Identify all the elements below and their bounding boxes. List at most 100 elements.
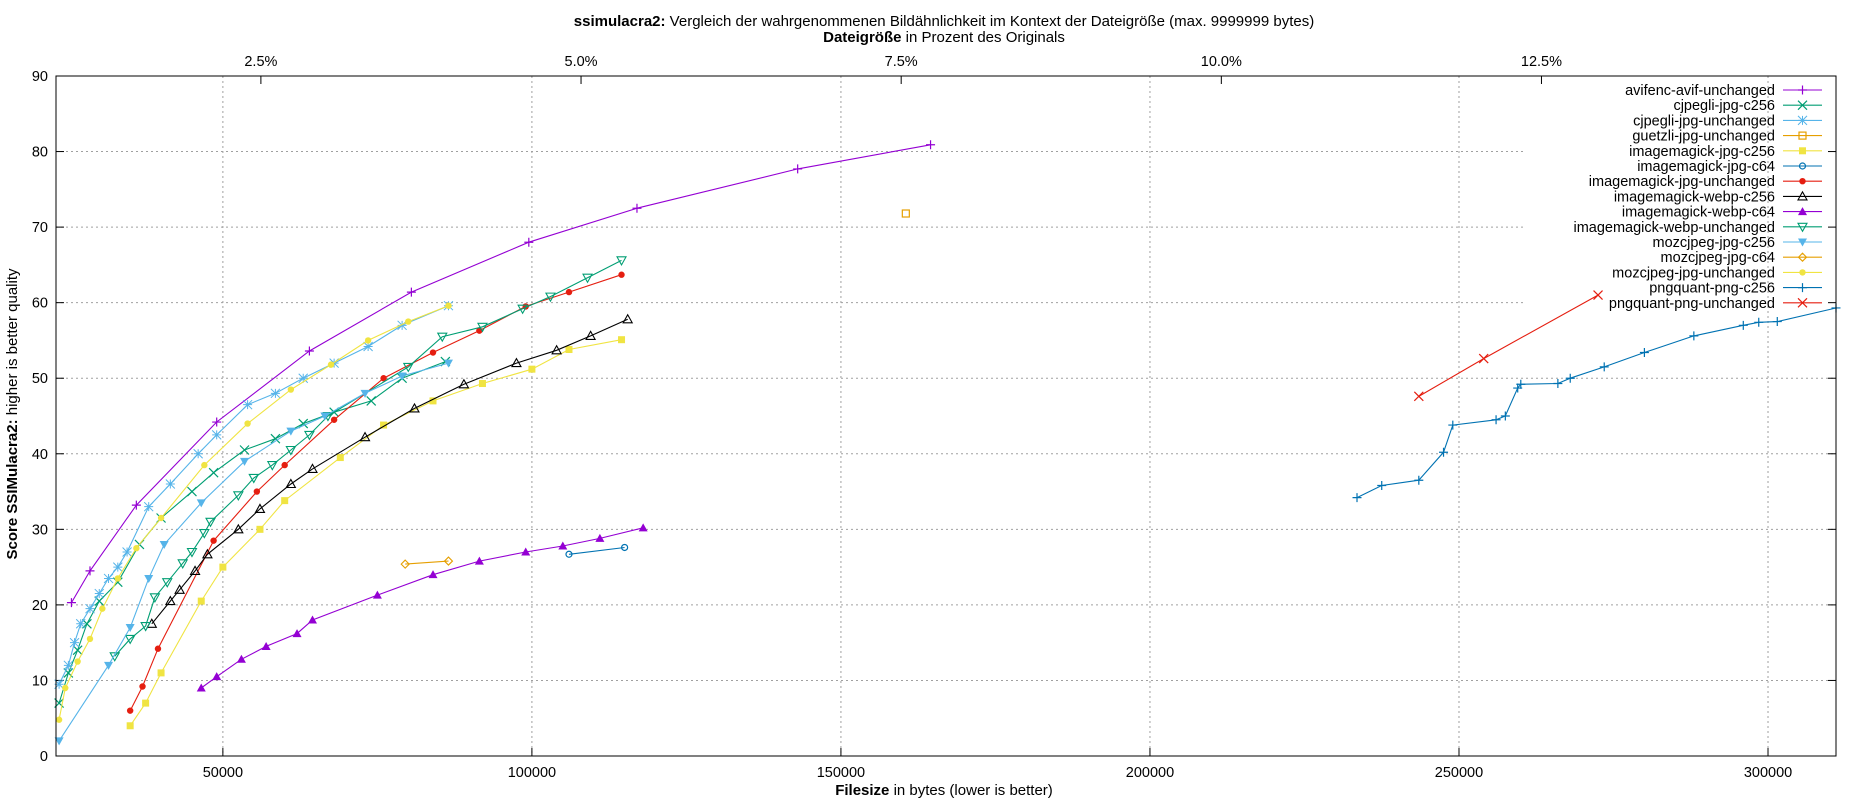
x2-axis-label: Dateigröße in Prozent des Originals [823, 29, 1065, 46]
point-imagemagick-webp-c256 [585, 330, 597, 340]
point-imagemagick-jpg-c256 [478, 380, 486, 388]
x-axis-label: Filesize in bytes (lower is better) [835, 782, 1053, 799]
legend-label-imagemagick-jpg-c256: imagemagick-jpg-c256 [1629, 144, 1775, 160]
point-mozcjpeg-jpg-c256 [196, 499, 206, 508]
point-imagemagick-webp-unchanged [232, 491, 244, 501]
point-imagemagick-webp-c256 [307, 463, 318, 473]
point-imagemagick-webp-c64 [521, 547, 531, 556]
series-imagemagick-jpg-unchanged [126, 271, 625, 714]
series-guetzli-jpg-unchanged [901, 209, 910, 218]
series-line-mozcjpeg-jpg-c64 [405, 560, 449, 565]
legend-entry-imagemagick-jpg-c64: imagemagick-jpg-c64 [1637, 159, 1822, 175]
point-mozcjpeg-jpg-unchanged [99, 605, 106, 612]
point-avifenc-avif-unchanged [793, 164, 803, 174]
x-tick-label: 200000 [1126, 765, 1174, 781]
point-avifenc-avif-unchanged [85, 566, 95, 576]
point-cjpegli-jpg-unchanged [94, 588, 105, 599]
chart-title: ssimulacra2: Vergleich der wahrgenommene… [574, 13, 1314, 30]
legend-marker-mozcjpeg-jpg-unchanged [1799, 269, 1806, 276]
point-pngquant-png-unchanged [1413, 391, 1424, 402]
point-imagemagick-webp-c256 [622, 313, 634, 324]
point-mozcjpeg-jpg-unchanged [201, 461, 208, 469]
point-imagemagick-webp-c64 [428, 570, 438, 579]
series-imagemagick-jpg-c256 [126, 336, 626, 730]
point-mozcjpeg-jpg-c256 [286, 427, 296, 436]
series-line-imagemagick-jpg-c64 [568, 546, 625, 555]
y-tick-label: 70 [32, 220, 48, 236]
point-imagemagick-webp-c64 [212, 672, 222, 681]
plot-frame [55, 75, 1837, 757]
point-avifenc-avif-unchanged [926, 140, 936, 150]
point-imagemagick-webp-unchanged [545, 292, 556, 303]
legend-label-pngquant-png-unchanged: pngquant-png-unchanged [1609, 296, 1775, 312]
point-imagemagick-jpg-c256 [197, 597, 205, 605]
point-imagemagick-webp-c64 [196, 683, 206, 692]
series-avifenc-avif-unchanged [66, 140, 936, 608]
series-line-mozcjpeg-jpg-c256 [58, 362, 449, 742]
legend-label-imagemagick-webp-unchanged: imagemagick-webp-unchanged [1573, 220, 1775, 236]
x2-tick-label: 2.5% [244, 54, 277, 70]
series-mozcjpeg-jpg-c256 [54, 359, 453, 746]
point-imagemagick-webp-c64 [474, 556, 484, 565]
legend-entry-cjpegli-jpg-unchanged: cjpegli-jpg-unchanged [1633, 113, 1822, 129]
point-mozcjpeg-jpg-unchanged [133, 545, 140, 552]
point-imagemagick-webp-unchanged [177, 559, 189, 569]
point-imagemagick-jpg-c256 [281, 497, 289, 505]
point-mozcjpeg-jpg-c64 [443, 556, 454, 566]
point-cjpegli-jpg-unchanged [143, 501, 154, 512]
y-tick-label: 0 [40, 749, 48, 765]
point-imagemagick-webp-c256 [551, 344, 563, 355]
point-cjpegli-jpg-unchanged [54, 679, 64, 690]
point-pngquant-png-unchanged [1478, 353, 1489, 364]
point-imagemagick-webp-unchanged [140, 621, 152, 632]
point-imagemagick-webp-c256 [201, 548, 213, 559]
point-imagemagick-jpg-unchanged [330, 416, 338, 423]
legend-marker-imagemagick-jpg-unchanged [1799, 178, 1806, 185]
point-cjpegli-jpg-unchanged [211, 430, 222, 440]
point-mozcjpeg-jpg-c256 [443, 359, 453, 368]
point-cjpegli-jpg-unchanged [63, 660, 74, 671]
point-imagemagick-jpg-unchanged [565, 288, 573, 296]
point-imagemagick-jpg-c256 [142, 699, 150, 707]
x2-tick-label: 10.0% [1201, 54, 1242, 70]
series-line-pngquant-png-c256 [1356, 307, 1837, 499]
point-mozcjpeg-jpg-c256 [125, 624, 135, 633]
y-tick-label: 90 [32, 69, 48, 85]
y-tick-label: 60 [32, 296, 48, 312]
legend-label-cjpegli-jpg-unchanged: cjpegli-jpg-unchanged [1633, 113, 1775, 129]
point-avifenc-avif-unchanged [212, 417, 222, 427]
point-pngquant-png-c256 [1414, 475, 1424, 485]
legend-marker-avifenc-avif-unchanged [1798, 85, 1807, 95]
point-mozcjpeg-jpg-unchanged [74, 658, 81, 665]
legend-label-imagemagick-webp-c256: imagemagick-webp-c256 [1614, 189, 1775, 205]
series-imagemagick-webp-c256 [146, 313, 634, 628]
legend-marker-imagemagick-jpg-c64 [1798, 162, 1807, 170]
point-imagemagick-jpg-c256 [336, 454, 344, 462]
point-pngquant-png-c256 [1377, 481, 1387, 491]
point-imagemagick-jpg-unchanged [126, 707, 134, 714]
legend-entry-pngquant-png-unchanged: pngquant-png-unchanged [1609, 296, 1822, 312]
point-mozcjpeg-jpg-c256 [159, 540, 169, 549]
point-pngquant-png-c256 [1599, 362, 1609, 372]
series-line-pngquant-png-unchanged [1418, 294, 1599, 397]
series-mozcjpeg-jpg-unchanged [55, 302, 452, 723]
point-pngquant-png-unchanged [1593, 290, 1603, 301]
point-mozcjpeg-jpg-c64 [400, 559, 410, 569]
point-imagemagick-jpg-unchanged [253, 488, 261, 495]
point-mozcjpeg-jpg-c256 [54, 737, 64, 746]
point-imagemagick-jpg-unchanged [281, 461, 288, 469]
series-line-imagemagick-webp-unchanged [114, 259, 622, 657]
point-imagemagick-webp-unchanged [436, 332, 448, 343]
legend-entry-mozcjpeg-jpg-unchanged: mozcjpeg-jpg-unchanged [1612, 265, 1822, 281]
point-cjpegli-jpg-unchanged [363, 341, 373, 352]
series-imagemagick-webp-c64 [196, 523, 648, 692]
point-imagemagick-webp-unchanged [198, 529, 210, 539]
point-mozcjpeg-jpg-c256 [360, 389, 370, 398]
point-imagemagick-webp-unchanged [402, 362, 414, 373]
point-avifenc-avif-unchanged [524, 237, 534, 247]
point-imagemagick-webp-c256 [164, 595, 176, 606]
point-imagemagick-webp-unchanged [124, 634, 136, 645]
point-mozcjpeg-jpg-c256 [240, 457, 250, 466]
point-imagemagick-webp-c64 [558, 541, 568, 550]
point-cjpegli-jpg-unchanged [242, 399, 253, 410]
